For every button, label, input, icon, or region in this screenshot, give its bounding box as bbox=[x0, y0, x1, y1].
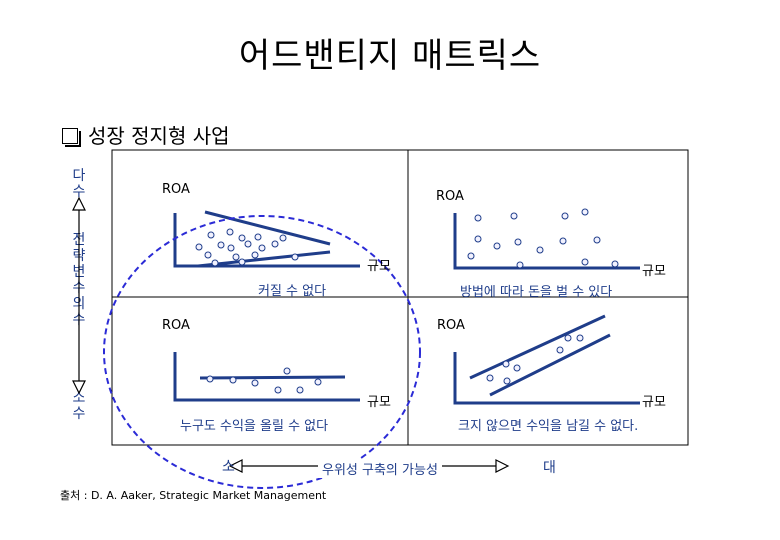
top-left-converging-lines bbox=[197, 210, 331, 268]
bottom-left-flat-line bbox=[199, 375, 346, 380]
bottom-left-axes bbox=[173, 352, 360, 402]
top-right-y-label: ROA bbox=[436, 189, 464, 204]
bottom-right-y-label: ROA bbox=[437, 318, 465, 333]
checkbox-bullet-icon bbox=[62, 127, 81, 147]
y-axis-bottom-label: 소수 bbox=[72, 390, 86, 422]
top-left-caption: 커질 수 없다 bbox=[258, 284, 327, 299]
bottom-right-axes bbox=[453, 352, 640, 405]
top-right-dots bbox=[467, 208, 619, 269]
bottom-right-rising-lines bbox=[469, 314, 611, 397]
y-axis-top-label: 다수 bbox=[72, 168, 86, 200]
top-left-dots bbox=[195, 228, 299, 267]
source-citation: 출처 : D. A. Aaker, Strategic Market Manag… bbox=[60, 489, 327, 502]
top-left-x-label: 규모 bbox=[367, 259, 391, 274]
bottom-right-dots bbox=[486, 334, 584, 385]
bottom-left-caption: 누구도 수익을 올릴 수 없다 bbox=[180, 419, 329, 434]
section-heading: 성장 정지형 사업 bbox=[62, 120, 230, 149]
y-axis-double-arrow bbox=[72, 196, 86, 395]
top-right-x-label: 규모 bbox=[642, 264, 666, 279]
bottom-right-caption: 크지 않으면 수익을 남길 수 없다. bbox=[458, 419, 639, 434]
top-right-caption: 방법에 따라 돈을 벌 수 있다 bbox=[460, 285, 613, 300]
section-heading-text: 성장 정지형 사업 bbox=[88, 124, 230, 148]
matrix-grid bbox=[111, 149, 689, 446]
bottom-right-x-label: 규모 bbox=[642, 395, 666, 410]
bottom-left-x-label: 규모 bbox=[367, 395, 391, 410]
top-left-axes bbox=[173, 213, 360, 268]
page-title: 어드밴티지 매트릭스 bbox=[238, 36, 542, 76]
x-axis-middle-label: 우위성 구축의 가능성 bbox=[318, 459, 442, 478]
top-right-axes bbox=[453, 213, 640, 270]
x-axis-left-label: 소 bbox=[222, 459, 235, 475]
top-left-y-label: ROA bbox=[162, 182, 190, 197]
bottom-left-dots bbox=[206, 367, 322, 394]
bottom-left-y-label: ROA bbox=[162, 318, 190, 333]
x-axis-right-label: 대 bbox=[543, 460, 556, 476]
highlight-oval bbox=[103, 215, 421, 489]
